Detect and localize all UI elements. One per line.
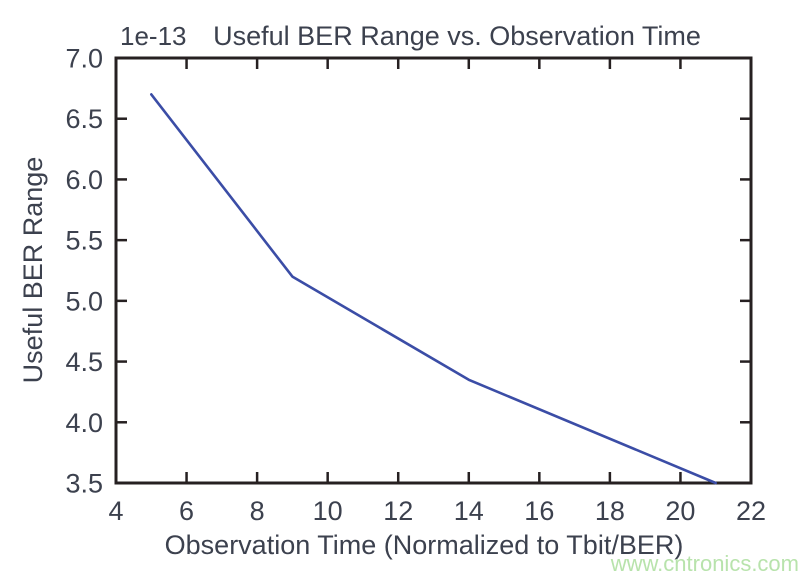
x-tick-label: 22 [736,496,766,526]
y-tick-label: 6.5 [65,104,103,134]
y-tick-label: 7.0 [65,44,103,74]
x-tick-label: 12 [383,496,413,526]
y-tick-label: 3.5 [65,469,103,499]
x-tick-label: 8 [250,496,265,526]
y-axis-label: Useful BER Range [18,157,48,384]
y-tick-label: 5.0 [65,286,103,316]
x-tick-label: 10 [313,496,343,526]
x-tick-label: 4 [108,496,123,526]
watermark: www.cntronics.com [610,551,799,576]
plot-frame [114,56,753,485]
y-tick-label: 4.5 [65,347,103,377]
x-axis-label: Observation Time (Normalized to Tbit/BER… [165,530,684,560]
x-tick-label: 18 [595,496,625,526]
y-tick-label: 4.0 [65,408,103,438]
chart-title: Useful BER Range vs. Observation Time [213,21,701,51]
y-axis-offset-label: 1e-13 [120,21,187,51]
x-tick-label: 20 [665,496,695,526]
plot-area: 4 6 8 10 12 14 16 18 20 22 3.5 4.0 4.5 5.0 5.5 6.0 6.5 7.… [65,44,766,527]
y-tick-label: 6.0 [65,165,103,195]
x-tick-label: 16 [524,496,554,526]
x-tick-label: 6 [179,496,194,526]
data-line [150,93,718,485]
x-tick-label: 14 [454,496,484,526]
y-tick-label: 5.5 [65,226,103,256]
